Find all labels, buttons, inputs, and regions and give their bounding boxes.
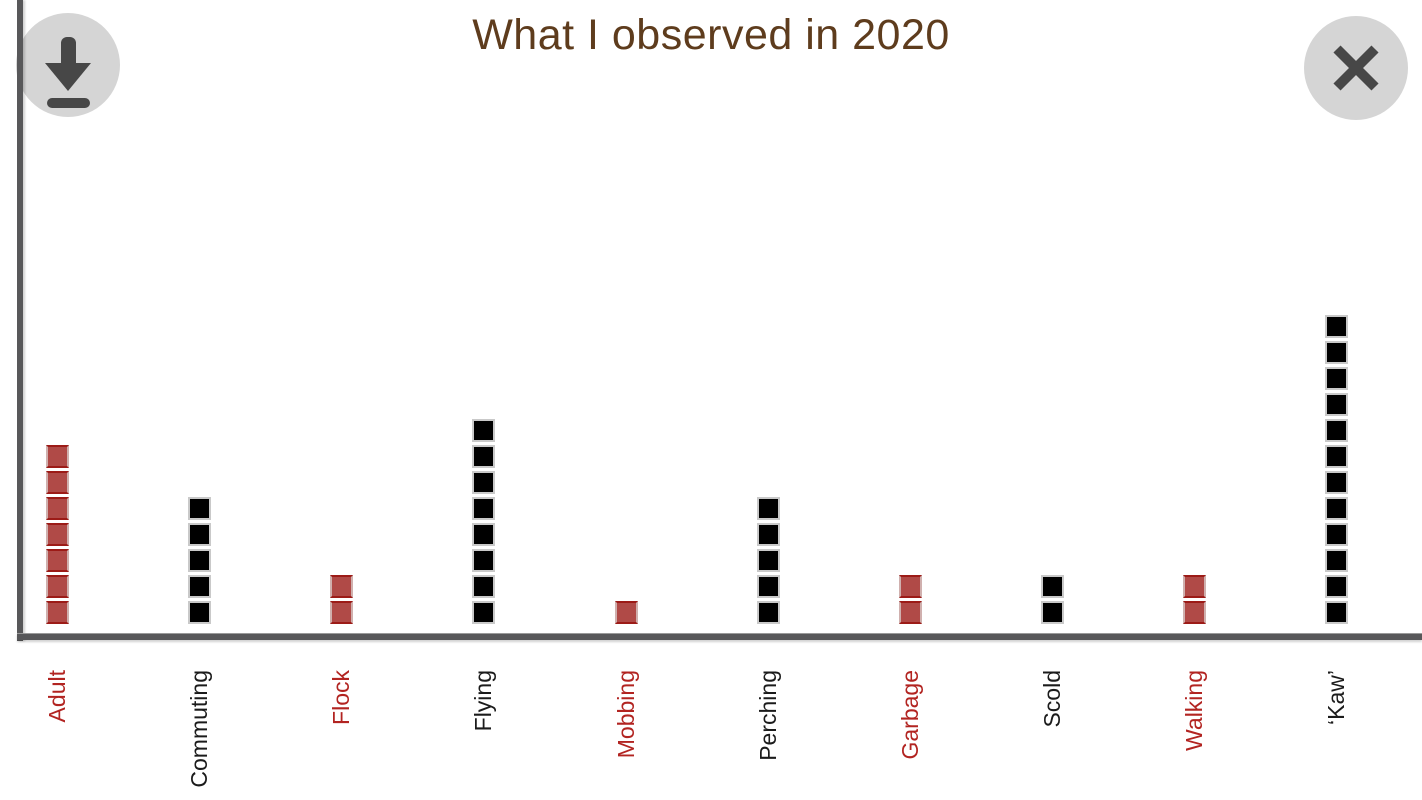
unit-square [472, 471, 496, 494]
close-button[interactable] [1304, 16, 1408, 120]
bar-column-mobbing [614, 601, 638, 624]
unit-square [188, 601, 212, 624]
unit-square [756, 601, 780, 624]
unit-square [46, 549, 69, 572]
unit-square [756, 497, 780, 520]
bar-column-flock [330, 575, 354, 624]
unit-square [1325, 601, 1349, 624]
unit-square [898, 575, 922, 598]
unit-square [472, 445, 496, 468]
unit-square [1325, 367, 1349, 390]
download-icon [45, 37, 91, 108]
unit-square [188, 575, 212, 598]
chart-title: What I observed in 2020 [472, 11, 950, 59]
unit-square [1325, 445, 1349, 468]
bar-column-flying [472, 419, 496, 624]
unit-square [472, 419, 496, 442]
unit-square [188, 549, 212, 572]
y-axis [17, 0, 23, 641]
unit-square [756, 523, 780, 546]
unit-square [46, 601, 69, 624]
unit-square [1325, 549, 1349, 572]
bar-column-commuting [188, 497, 212, 624]
x-axis [17, 633, 1422, 640]
unit-square [1183, 575, 1207, 598]
unit-square [1325, 575, 1349, 598]
unit-square [1325, 341, 1349, 364]
x-axis-label-commuting: Commuting [186, 670, 213, 788]
unit-square [756, 575, 780, 598]
bar-column-garbage [898, 575, 922, 624]
x-axis-label-scold: Scold [1038, 670, 1065, 728]
unit-square [472, 601, 496, 624]
unit-square [472, 523, 496, 546]
unit-square [46, 497, 69, 520]
bar-column-scold [1040, 575, 1064, 624]
unit-square [1325, 419, 1349, 442]
unit-square [330, 575, 354, 598]
unit-square [1183, 601, 1207, 624]
unit-square [330, 601, 354, 624]
unit-square [188, 523, 212, 546]
x-axis-label-walking: Walking [1181, 670, 1208, 751]
unit-square [1325, 315, 1349, 338]
unit-square [1040, 601, 1064, 624]
unit-square [46, 471, 69, 494]
unit-square [46, 445, 69, 468]
x-axis-label-flying: Flying [470, 670, 497, 732]
x-axis-label-flock: Flock [328, 670, 355, 725]
x-axis-label-perching: Perching [754, 670, 781, 761]
bar-column-walking [1183, 575, 1207, 624]
unit-square [614, 601, 638, 624]
unit-square [898, 601, 922, 624]
unit-square [1325, 497, 1349, 520]
download-button[interactable] [16, 13, 120, 117]
unit-square [46, 523, 69, 546]
bar-column-perching [756, 497, 780, 624]
x-axis-label-mobbing: Mobbing [612, 670, 639, 759]
unit-square [472, 549, 496, 572]
unit-square [1325, 471, 1349, 494]
unit-square [1325, 393, 1349, 416]
x-axis-label-adult: Adult [44, 670, 70, 723]
unit-square [1040, 575, 1064, 598]
x-axis-label-garbage: Garbage [896, 670, 923, 760]
unit-square [1325, 523, 1349, 546]
unit-square [472, 575, 496, 598]
unit-square [756, 549, 780, 572]
unit-square [46, 575, 69, 598]
bar-column-kaw [1325, 315, 1349, 624]
unit-square [188, 497, 212, 520]
bar-column-adult [46, 445, 69, 624]
close-icon [1333, 45, 1379, 91]
unit-square [472, 497, 496, 520]
x-axis-label-kaw: ‘Kaw’ [1323, 670, 1350, 725]
